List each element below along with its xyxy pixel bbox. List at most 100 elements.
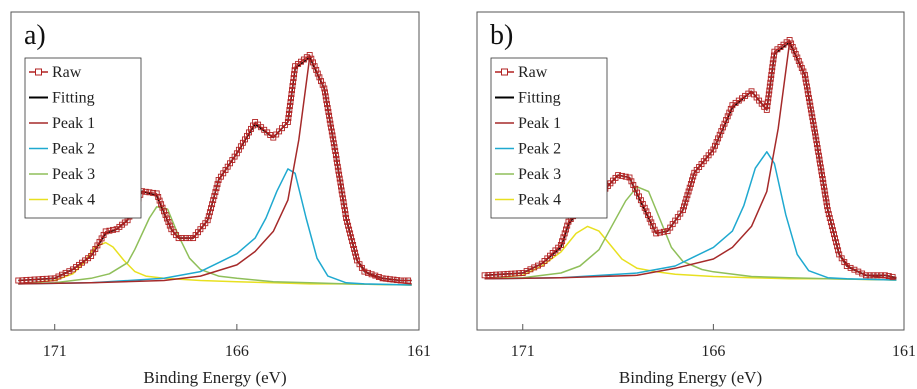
- raw-point: [622, 173, 629, 180]
- raw-point: [182, 235, 189, 242]
- raw-point: [328, 128, 335, 135]
- raw-point: [813, 137, 820, 144]
- raw-point: [338, 187, 345, 194]
- raw-point: [248, 125, 254, 132]
- series-peak-3: [18, 206, 412, 286]
- raw-point: [153, 190, 160, 197]
- raw-point: [341, 207, 348, 214]
- raw-point: [344, 218, 351, 225]
- raw-point: [535, 262, 541, 269]
- raw-point: [828, 223, 835, 230]
- raw-point: [335, 167, 342, 174]
- raw-point: [19, 277, 26, 284]
- raw-point: [765, 95, 772, 102]
- raw-point: [684, 192, 691, 199]
- raw-point: [767, 75, 774, 82]
- raw-point: [27, 276, 34, 283]
- raw-point: [485, 272, 492, 279]
- raw-point: [342, 211, 349, 218]
- raw-point: [361, 268, 368, 275]
- raw-point: [766, 83, 773, 90]
- raw-point: [179, 235, 186, 242]
- raw-point: [339, 191, 346, 198]
- raw-point: [690, 173, 697, 180]
- raw-point: [341, 203, 348, 210]
- raw-point: [769, 64, 776, 71]
- raw-point: [812, 129, 818, 136]
- raw-point: [768, 72, 775, 78]
- raw-point: [626, 174, 633, 181]
- raw-point: [291, 67, 298, 74]
- raw-point: [110, 226, 116, 233]
- raw-point: [866, 272, 873, 279]
- raw-point: [637, 197, 644, 204]
- legend-label: Peak 2: [518, 141, 561, 158]
- raw-point: [814, 145, 821, 151]
- legend-marker: [501, 68, 508, 76]
- raw-point: [324, 105, 331, 111]
- legend-label: Peak 3: [52, 166, 95, 183]
- raw-point: [51, 275, 58, 282]
- raw-point: [345, 222, 352, 229]
- legend-marker: [35, 68, 42, 76]
- raw-point: [646, 215, 653, 222]
- chart-panel-2: 171 166 161 Binding Energy (eV) b) Raw Fitting…: [476, 11, 916, 387]
- raw-point: [685, 188, 692, 195]
- raw-point: [821, 187, 828, 194]
- raw-point: [801, 72, 808, 78]
- raw-point: [615, 172, 622, 179]
- raw-point: [102, 228, 109, 235]
- raw-point: [767, 79, 774, 86]
- raw-point: [804, 87, 811, 94]
- raw-point: [564, 222, 571, 229]
- raw-point: [763, 106, 770, 113]
- raw-point: [770, 52, 777, 59]
- raw-point: [142, 188, 149, 195]
- raw-point: [649, 223, 656, 230]
- raw-point: [386, 276, 393, 283]
- raw-point: [819, 172, 825, 179]
- raw-point: [764, 99, 771, 106]
- raw-point: [531, 264, 538, 271]
- x-tick-label: 161: [407, 343, 431, 360]
- legend-label: Fitting: [52, 90, 95, 107]
- raw-point: [156, 197, 163, 204]
- raw-point: [636, 193, 642, 200]
- raw-point: [769, 60, 776, 67]
- raw-point: [175, 235, 182, 242]
- raw-point: [832, 235, 838, 242]
- raw-point: [333, 155, 340, 162]
- raw-point: [209, 201, 216, 208]
- raw-point: [660, 228, 667, 235]
- raw-point: [645, 212, 651, 219]
- raw-point: [815, 148, 822, 155]
- raw-point: [328, 124, 335, 131]
- raw-point: [859, 270, 866, 277]
- raw-point: [368, 271, 375, 278]
- raw-point: [346, 226, 353, 233]
- raw-point: [805, 91, 812, 98]
- raw-point: [826, 215, 833, 222]
- raw-point: [330, 136, 337, 143]
- raw-point: [351, 245, 358, 252]
- legend-label: Fitting: [518, 90, 561, 107]
- raw-point: [332, 148, 339, 154]
- raw-point: [812, 133, 819, 140]
- raw-point: [874, 272, 881, 279]
- raw-point: [310, 59, 316, 66]
- raw-point: [808, 110, 815, 117]
- raw-point: [338, 183, 344, 190]
- raw-point: [797, 61, 804, 68]
- raw-point: [146, 189, 153, 196]
- raw-point: [327, 120, 334, 127]
- raw-point: [332, 152, 339, 158]
- raw-point: [343, 215, 350, 221]
- raw-point: [394, 277, 401, 284]
- raw-point: [818, 168, 825, 175]
- raw-point: [560, 234, 567, 241]
- raw-point: [285, 115, 292, 121]
- raw-point: [106, 227, 113, 234]
- raw-point: [235, 146, 242, 153]
- raw-point: [806, 98, 813, 105]
